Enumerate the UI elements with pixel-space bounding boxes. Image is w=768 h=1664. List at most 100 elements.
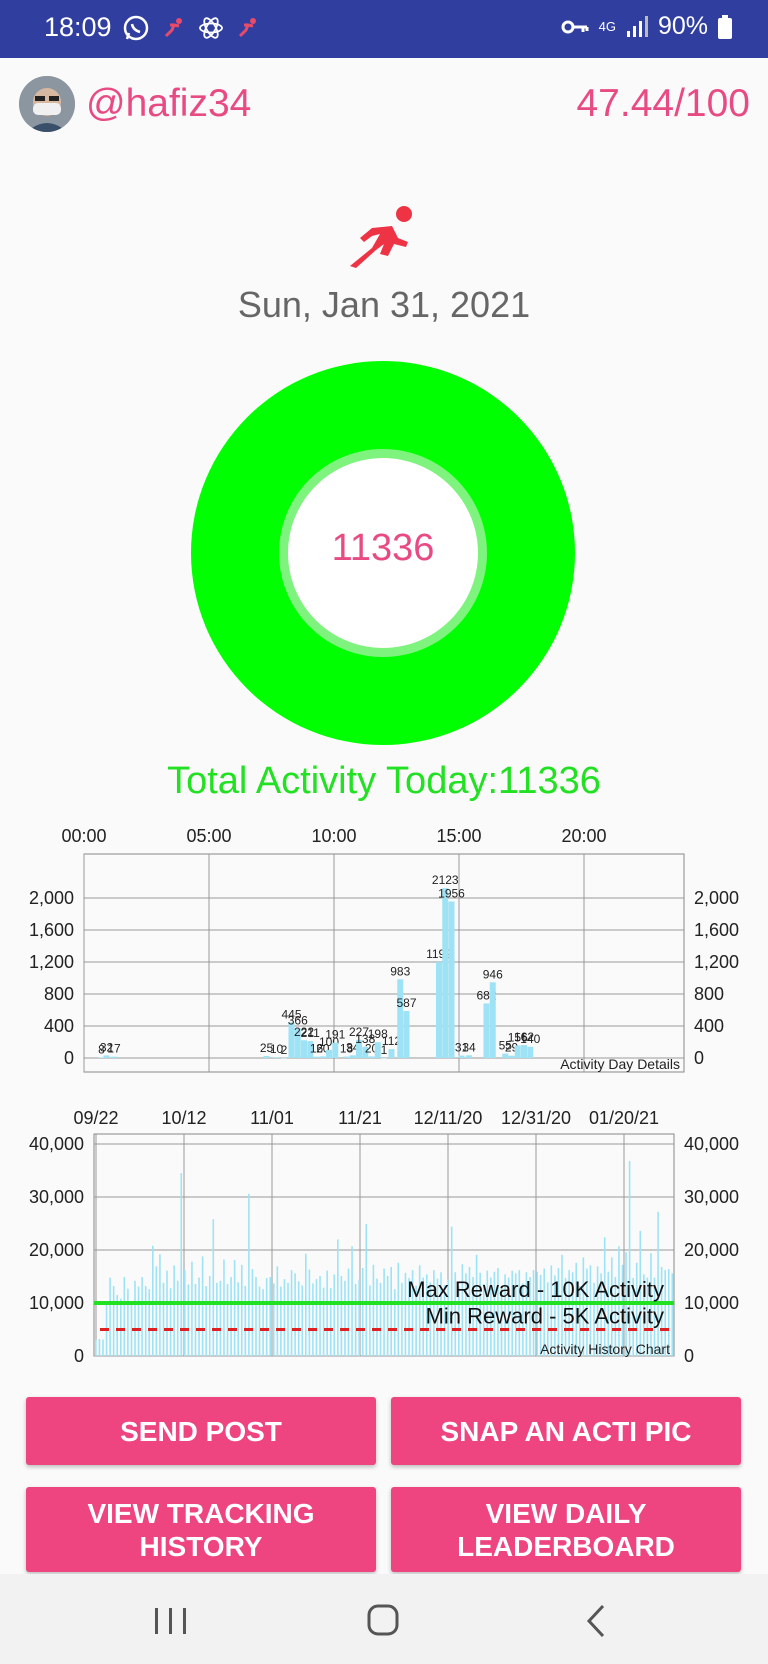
y-tick-label: 1,200 (29, 952, 74, 972)
bar-data-label: 162 (514, 1030, 534, 1044)
chart-bar (454, 1272, 457, 1356)
chart-bar (440, 1272, 442, 1356)
chart-bar (322, 1287, 325, 1356)
chart-bar (313, 1056, 320, 1058)
max-reward-label: Max Reward - 10K Activity (407, 1277, 664, 1302)
chart-bar (98, 1339, 101, 1356)
bar-data-label: 156 (508, 1031, 528, 1045)
chart-bar (475, 1254, 478, 1356)
chart-bar (646, 1277, 649, 1356)
y-tick-label-right: 2,000 (694, 888, 739, 908)
total-activity-label: Total Activity Today:11336 (167, 760, 601, 802)
send-post-button[interactable]: SEND POST (26, 1397, 376, 1465)
chart-bar (521, 1045, 527, 1058)
x-tick-label: 11/01 (250, 1108, 294, 1128)
chart-bar (319, 1056, 326, 1058)
chart-bar (288, 1022, 295, 1058)
chart-bar (571, 1272, 574, 1356)
chart-bar (390, 1266, 393, 1356)
chart-bar (343, 1056, 350, 1058)
chart-bar (219, 1280, 222, 1356)
chart-bar (671, 1273, 674, 1356)
chart-bar (240, 1264, 243, 1356)
chart-bar (176, 1280, 179, 1356)
chart-bar (529, 1277, 531, 1356)
bar-data-label: 366 (288, 1014, 308, 1028)
chart-bar (191, 1261, 193, 1356)
runner-icon (350, 206, 412, 268)
chart-bar (230, 1277, 232, 1356)
chart-bar (111, 1056, 117, 1058)
snap-pic-button[interactable]: SNAP AN ACTI PIC (391, 1397, 741, 1465)
home-icon[interactable] (358, 1598, 408, 1644)
chart-bar (212, 1219, 215, 1356)
chart-bar (381, 1057, 387, 1059)
chart-bar (263, 1056, 270, 1058)
tracking-label-line1: VIEW TRACKING (87, 1497, 315, 1529)
chart-bar (388, 1049, 395, 1058)
view-daily-leaderboard-button[interactable]: VIEW DAILY LEADERBOARD (391, 1487, 741, 1572)
chart-title: Activity Day Details (560, 1056, 680, 1072)
send-post-label: SEND POST (120, 1415, 282, 1447)
chart-bar (383, 1268, 385, 1356)
y-tick-label-right: 0 (694, 1048, 704, 1068)
chart-bar (159, 1254, 161, 1356)
back-icon[interactable] (573, 1598, 623, 1644)
bar-data-label: 1956 (438, 887, 465, 901)
chart-bar (361, 1268, 364, 1356)
chart-bar (514, 1273, 517, 1356)
bar-data-label: 2 (281, 1043, 288, 1057)
chart-bar (397, 979, 404, 1058)
avatar[interactable] (19, 76, 75, 132)
chart-bar (667, 1269, 670, 1356)
x-tick-label: 00:00 (61, 826, 106, 846)
chart-bar (518, 1270, 521, 1356)
recent-apps-icon[interactable] (146, 1598, 196, 1644)
chart-bar (301, 1040, 307, 1058)
chart-bar (265, 1278, 268, 1356)
y-tick-label: 20,000 (29, 1240, 84, 1260)
chart-bar (283, 1279, 286, 1356)
chart-bar (436, 962, 442, 1058)
chart-bar (386, 1275, 389, 1356)
chart-bar (109, 1277, 111, 1356)
runner-notification-icon (164, 18, 182, 38)
atom-icon (199, 17, 223, 39)
chart-bar (532, 1270, 535, 1356)
chart-bar (315, 1279, 318, 1356)
chart-bar (568, 1270, 570, 1356)
chart-bar (522, 1283, 524, 1356)
chart-bar (137, 1286, 140, 1356)
chart-bar (337, 1239, 339, 1356)
chart-bar (184, 1270, 186, 1356)
x-tick-label: 15:00 (436, 826, 481, 846)
chart-bar (155, 1266, 158, 1356)
chart-bar (374, 1042, 381, 1058)
x-tick-label: 12/11/20 (414, 1108, 483, 1128)
view-tracking-history-button[interactable]: VIEW TRACKING HISTORY (26, 1487, 376, 1572)
chart-bar (103, 1055, 110, 1058)
chart-bar (276, 1266, 279, 1356)
y-tick-label-right: 20,000 (684, 1240, 739, 1260)
runner-notification-icon (238, 18, 256, 38)
y-tick-label-right: 10,000 (684, 1293, 739, 1313)
chart-bar (205, 1286, 207, 1356)
bar-data-label: 25 (260, 1041, 274, 1055)
chart-bar (504, 1274, 506, 1356)
snap-pic-label: SNAP AN ACTI PIC (440, 1415, 692, 1447)
current-date: Sun, Jan 31, 2021 (237, 284, 531, 325)
x-tick-label: 10:00 (311, 826, 356, 846)
chart-bar (603, 1237, 606, 1356)
chart-bar (403, 1011, 410, 1058)
chart-bar (497, 1268, 499, 1356)
username: @hafiz34 (86, 82, 252, 125)
bar-data-label: 191 (325, 1028, 345, 1042)
score: 47.44/100 (576, 82, 750, 125)
chart-bar (458, 1055, 465, 1058)
chart-bar (112, 1286, 115, 1356)
chart-bar (632, 1278, 634, 1356)
chart-bar (621, 1264, 624, 1356)
chart-bar (461, 1264, 464, 1356)
chart-bar (379, 1282, 382, 1356)
chart-bar (466, 1055, 472, 1058)
